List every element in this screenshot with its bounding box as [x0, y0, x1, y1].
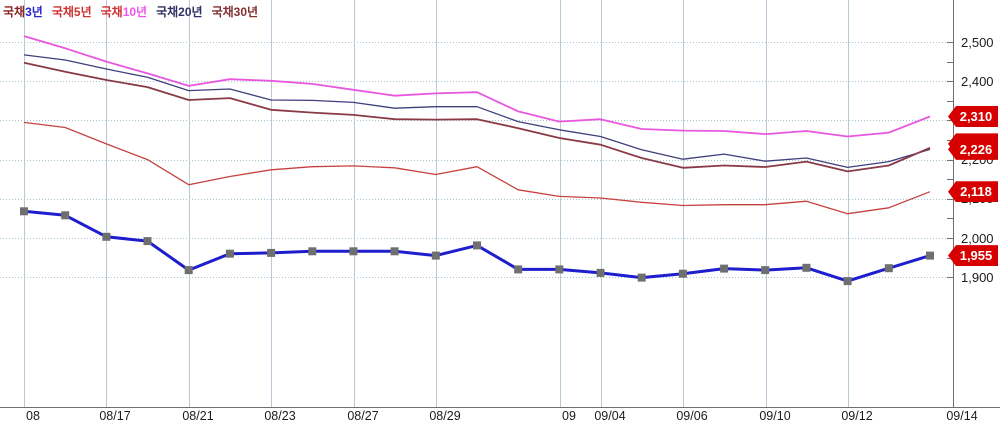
value-badge: 2,118	[948, 181, 998, 203]
legend-label: 국채	[100, 5, 123, 19]
x-axis-label: 08/27	[347, 409, 379, 423]
data-point-marker	[555, 265, 564, 274]
x-axis-label: 08/23	[264, 409, 296, 423]
legend-item: 국채10년	[101, 3, 147, 20]
x-axis-label: 09/06	[676, 409, 708, 423]
y-axis-label: 2,000	[961, 230, 994, 246]
data-point-marker	[102, 232, 111, 241]
value-badge: 1,955	[948, 245, 998, 267]
legend-label: 국채20년	[156, 5, 203, 19]
data-point-marker	[843, 277, 852, 286]
series-line-국채30년	[23, 61, 931, 173]
data-point-marker	[143, 237, 152, 246]
data-point-marker	[514, 265, 523, 274]
data-point-marker	[761, 266, 770, 275]
legend-item: 국채3년	[3, 3, 43, 20]
data-point-marker	[267, 248, 276, 257]
data-point-marker	[678, 269, 687, 278]
data-point-marker	[61, 211, 70, 220]
data-point-marker	[308, 247, 317, 256]
data-point-marker	[184, 266, 193, 275]
data-point-marker	[720, 264, 729, 273]
legend-label: 3년	[25, 5, 43, 19]
data-point-marker	[225, 249, 234, 258]
x-axis-label: 09/12	[841, 409, 873, 423]
series-line-국채10년	[23, 35, 931, 138]
x-axis-label: 08/21	[182, 409, 214, 423]
series-line-국채5년	[23, 121, 931, 215]
data-point-marker	[596, 268, 605, 277]
legend-item: 국채5년	[52, 3, 92, 20]
series-line-국채20년	[23, 54, 931, 169]
legend-item: 국채20년	[156, 3, 202, 20]
legend-label: 국채30년	[211, 5, 259, 19]
x-axis-label: 09/14	[946, 409, 978, 423]
x-axis-label: 09	[562, 409, 576, 423]
x-axis-label: 08	[26, 409, 40, 423]
data-point-marker	[20, 207, 28, 216]
data-point-marker	[473, 241, 481, 250]
value-badge: 2,310	[948, 105, 998, 127]
x-axis-label: 09/04	[594, 409, 626, 423]
legend-item: 국채30년	[212, 3, 258, 20]
data-point-marker	[349, 247, 358, 256]
legend-label: 국채	[3, 5, 26, 19]
y-axis-label: 2,400	[961, 73, 994, 89]
x-axis-label: 08/29	[429, 409, 461, 423]
legend-label: 10년	[122, 5, 148, 19]
value-badge: 2,226	[948, 138, 998, 160]
y-axis-label: 1,900	[961, 269, 994, 285]
data-point-marker	[802, 263, 811, 272]
legend-label: 국채5년	[51, 5, 92, 19]
x-axis-label: 09/10	[759, 409, 791, 423]
legend: 국채3년 국채5년 국채10년 국채20년 국채30년	[3, 3, 258, 20]
data-point-marker	[637, 273, 646, 282]
y-axis-label: 2,500	[961, 34, 994, 50]
data-point-marker	[926, 251, 934, 260]
data-point-marker	[884, 264, 893, 273]
data-point-marker	[431, 251, 440, 260]
x-axis-label: 08/17	[99, 409, 131, 423]
data-point-marker	[390, 247, 399, 256]
